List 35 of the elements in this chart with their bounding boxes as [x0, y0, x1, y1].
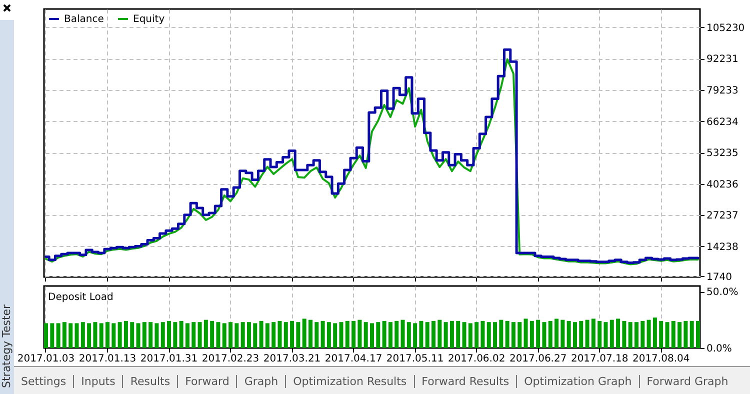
y-tick-label: 0.0% [706, 344, 732, 354]
y-tick-label: 66234 [706, 116, 738, 128]
text: Forward Graph [638, 374, 736, 388]
x-tick-label: 2017.06.02 [448, 354, 506, 364]
text: Strategy Tester [0, 303, 14, 388]
y-tick-label: 40236 [706, 179, 738, 190]
text: Settings [20, 374, 68, 388]
text: Inputs [73, 374, 122, 388]
x-tick-label: 2017.04.17 [324, 354, 382, 364]
legend-label: Balance [64, 14, 104, 25]
x-tick-label: 2017.01.13 [78, 354, 136, 364]
x-tick-label: 2017.03.21 [263, 354, 321, 364]
text: Results [122, 374, 178, 388]
y-tick-label: 79233 [706, 85, 738, 96]
x-tick-label: 2017.01.03 [17, 354, 75, 364]
y-tick-label: 1740 [706, 272, 732, 283]
text: Deposit Load [48, 292, 114, 303]
y-tick-label: 92231 [706, 54, 738, 66]
text: Graph [236, 374, 286, 388]
x-tick-label: 2017.06.27 [509, 354, 567, 364]
y-tick-label: 27237 [706, 210, 738, 222]
x-tick-label: 2017.01.31 [140, 354, 198, 364]
x-tick-label: 2017.05.11 [386, 354, 444, 364]
text: Optimization Graph [516, 374, 639, 388]
y-tick-label: 53235 [706, 148, 738, 160]
text: Forward [177, 374, 236, 388]
y-tick-label: 14238 [706, 242, 738, 253]
x-tick-label: 2017.07.18 [570, 354, 628, 364]
legend-label: Equity [133, 14, 165, 25]
text: Optimization Results [285, 374, 414, 388]
y-tick-label: 105230 [706, 22, 745, 34]
text: Forward Results [414, 374, 516, 388]
y-tick-label: 50.0% [706, 287, 738, 298]
x-tick-label: 2017.08.04 [632, 354, 690, 364]
x-tick-label: 2017.02.23 [202, 354, 260, 364]
